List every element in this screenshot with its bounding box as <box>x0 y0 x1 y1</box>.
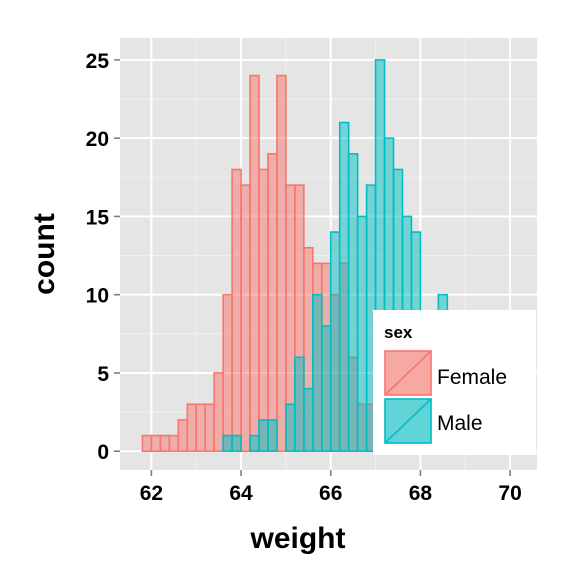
legend-label-male: Male <box>437 412 483 435</box>
bar-female <box>150 434 162 453</box>
bar-female <box>267 153 278 453</box>
bar-male <box>222 434 233 453</box>
y-tick-labels: 0 5 10 15 20 25 <box>86 50 110 464</box>
y-tick-label: 10 <box>86 285 109 308</box>
bar-male <box>338 121 350 453</box>
y-tick-label: 0 <box>97 441 109 464</box>
bar-female <box>159 434 171 453</box>
bar-male <box>231 434 242 453</box>
bar-male <box>320 325 332 453</box>
bar-male <box>294 356 305 453</box>
bar-male <box>258 419 269 453</box>
x-tick-label: 64 <box>229 482 253 505</box>
bar-female <box>231 168 242 453</box>
y-tick-label: 15 <box>86 206 110 229</box>
bar-female <box>177 419 189 453</box>
bar-male <box>347 153 359 453</box>
bar-male <box>312 293 323 453</box>
legend-label-female: Female <box>437 366 507 389</box>
bar-male <box>267 419 278 453</box>
y-tick-label: 25 <box>86 50 110 73</box>
legend-key-male-diagonal <box>384 398 432 444</box>
bar-female <box>258 168 269 453</box>
bar-female <box>141 434 153 453</box>
axis-tick-marks <box>114 59 511 476</box>
bar-female <box>168 434 180 453</box>
bar-male <box>249 434 260 453</box>
bar-female <box>186 403 198 453</box>
x-tick-labels: 62 64 66 68 70 <box>140 482 522 505</box>
y-axis-title: count <box>28 213 61 295</box>
bar-male <box>285 403 296 453</box>
x-axis-title: weight <box>250 522 346 555</box>
x-tick-label: 62 <box>140 482 163 505</box>
x-tick-label: 70 <box>498 482 521 505</box>
legend-key-female-diagonal <box>384 350 432 396</box>
bar-female <box>276 74 287 453</box>
y-tick-label: 20 <box>86 128 109 151</box>
bar-male <box>303 387 314 453</box>
legend: sex Female Male <box>373 310 536 455</box>
bar-female <box>213 372 224 453</box>
bar-male <box>329 231 341 453</box>
x-tick-label: 66 <box>319 482 342 505</box>
y-tick-label: 5 <box>97 363 109 386</box>
bar-female <box>249 74 260 453</box>
x-tick-label: 68 <box>409 482 433 505</box>
legend-title: sex <box>384 323 413 342</box>
bar-male <box>356 215 368 453</box>
bar-female <box>195 403 206 453</box>
bar-female <box>240 184 251 453</box>
bar-female <box>222 293 233 453</box>
bar-female <box>204 403 215 453</box>
